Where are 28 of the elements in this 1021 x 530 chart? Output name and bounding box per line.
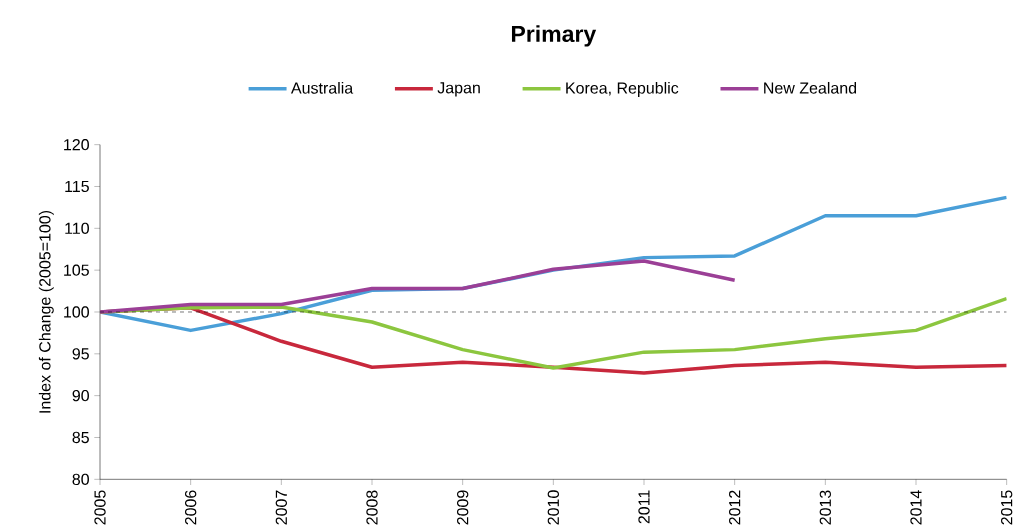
legend-label: Korea, Republic (566, 81, 679, 97)
x-tick-label: 2010 (547, 490, 559, 525)
y-tick-label: 115 (65, 180, 89, 193)
line-series (100, 259, 737, 314)
y-tick-label: 100 (64, 306, 89, 318)
y-tick-label: 105 (64, 264, 89, 276)
y-tick-label: 95 (72, 348, 89, 360)
x-tick-label: 2009 (457, 490, 469, 525)
x-tick-label: 2015 (1001, 490, 1013, 525)
legend-label: New Zealand (764, 81, 857, 94)
x-tick-label: 2007 (275, 490, 287, 525)
x-tick-label: 2012 (729, 490, 741, 525)
y-tick-label: 80 (72, 473, 89, 485)
line-series (100, 296, 1007, 370)
x-tick-label: 2005 (94, 490, 106, 525)
y-tick-label: 120 (64, 139, 89, 151)
chart-title: Primary (511, 25, 597, 47)
y-tick-label: 85 (72, 431, 89, 444)
x-tick-label: 2014 (910, 490, 922, 525)
legend-label: Australia (290, 81, 354, 94)
y-tick-label: 90 (72, 389, 89, 402)
x-tick-label: 2008 (366, 490, 378, 525)
x-tick-label: 2011 (638, 490, 650, 524)
x-tick-label: 2006 (185, 490, 197, 525)
y-axis-title: Index of Change (2005=100) (38, 210, 54, 413)
legend-label: Japan (437, 82, 480, 97)
y-tick-label: 110 (65, 222, 89, 234)
x-tick-label: 2013 (819, 490, 831, 525)
